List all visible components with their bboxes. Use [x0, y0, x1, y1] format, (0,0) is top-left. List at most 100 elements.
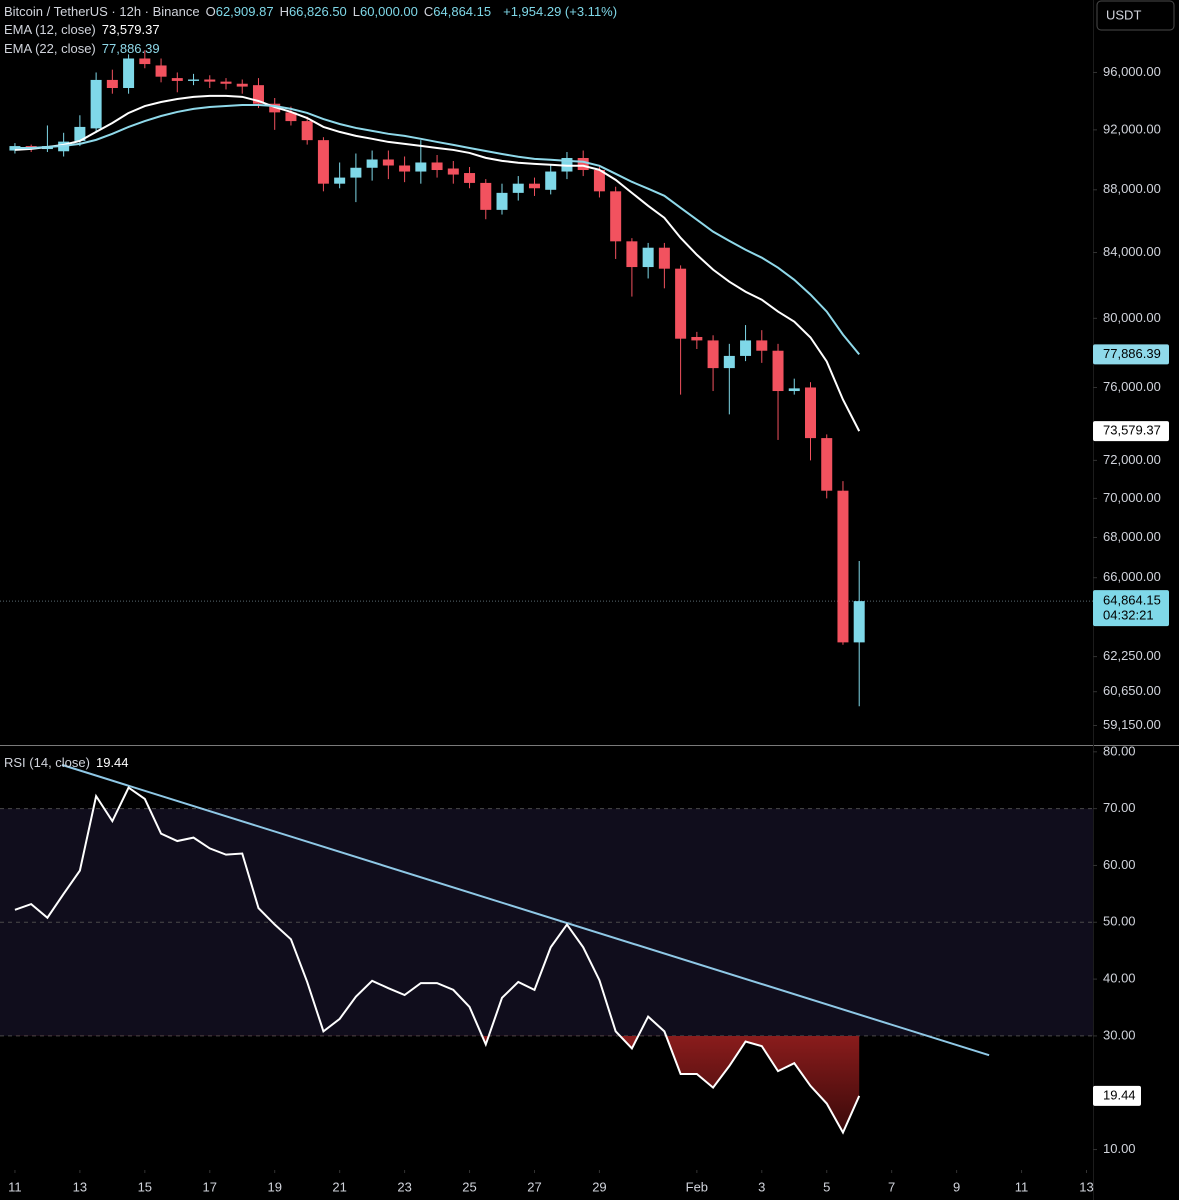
candle-body — [431, 162, 443, 171]
x-tick-label: 5 — [823, 1179, 830, 1194]
y-tick-label: 66,000.00 — [1103, 569, 1161, 584]
x-tick-label: 27 — [527, 1179, 541, 1194]
candle-body — [804, 387, 816, 439]
candle-body — [155, 65, 167, 77]
bg-layer: 96,000.00 92,000.00 88,000.00 84,000.00 80,0… — [0, 64, 1161, 1194]
oversold-fill — [14, 1035, 860, 1133]
currency-label: USDT — [1106, 7, 1141, 22]
candle-body — [447, 168, 459, 175]
ohlc-key: O — [205, 4, 216, 19]
y-tick-label: 92,000.00 — [1103, 121, 1161, 136]
x-tick-label: 13 — [1079, 1179, 1093, 1194]
candle-body — [204, 79, 216, 82]
x-tick-label: 19 — [267, 1179, 281, 1194]
marks-layer — [9, 50, 990, 1135]
x-tick-label: 29 — [592, 1179, 606, 1194]
candle-body — [853, 601, 865, 643]
candle-body — [756, 340, 768, 351]
trendline — [61, 763, 990, 1057]
candle-body — [285, 112, 297, 122]
ema-price-box — [1093, 421, 1169, 442]
candle-body — [496, 192, 508, 210]
legend-value: 77,886.39 — [101, 41, 160, 56]
legend-name: EMA (22, close) — [4, 41, 96, 56]
symbol-legend: Bitcoin / TetherUS · 12h · Binance O62,90… — [4, 3, 623, 21]
candle-body — [480, 182, 492, 210]
candle-body — [334, 177, 346, 184]
ohlc-key: L — [352, 4, 361, 19]
candle-body — [821, 438, 833, 491]
x-tick-label: 11 — [1015, 1179, 1029, 1194]
rsi-legend: RSI (14, close) 19.44 — [4, 754, 135, 772]
y-tick-label: 80.00 — [1103, 743, 1136, 758]
candle-body — [106, 79, 118, 89]
candle-body — [139, 58, 151, 65]
x-tick-label: 7 — [888, 1179, 895, 1194]
y-tick-label: 70,000.00 — [1103, 490, 1161, 505]
last-price-label: 64,864.15 — [1103, 593, 1161, 608]
candle-body — [772, 350, 784, 392]
x-tick-label: 25 — [462, 1179, 476, 1194]
y-tick-label: 80,000.00 — [1103, 310, 1161, 325]
x-tick-label: 11 — [8, 1179, 22, 1194]
candle-body — [301, 121, 313, 141]
x-tick-label: 21 — [332, 1179, 346, 1194]
y-tick-label: 84,000.00 — [1103, 244, 1161, 259]
ohlc-value: 60,000.00 — [360, 4, 418, 19]
x-tick-label: 3 — [758, 1179, 765, 1194]
ohlc-legend: O62,909.87 H66,826.50 L60,000.00 C64,864.15 — [206, 4, 498, 19]
y-tick-label: 60,650.00 — [1103, 683, 1161, 698]
x-tick-label: 17 — [203, 1179, 217, 1194]
candle-body — [399, 165, 411, 172]
candle-body — [642, 247, 654, 268]
candle-body — [610, 191, 622, 242]
y-tick-label: 68,000.00 — [1103, 529, 1161, 544]
candle-body — [723, 355, 735, 369]
candle-body — [90, 79, 102, 129]
y-tick-label: 60.00 — [1103, 857, 1136, 872]
ema-price-label: 73,579.37 — [1103, 423, 1161, 438]
currency-button[interactable] — [1096, 0, 1175, 31]
ohlc-key: C — [423, 4, 434, 19]
candle-body — [415, 162, 427, 172]
candle-body — [123, 58, 135, 89]
candle-body — [837, 490, 849, 643]
y-tick-label: 70.00 — [1103, 800, 1136, 815]
ohlc-value: 64,864.15 — [433, 4, 492, 19]
candle-body — [188, 79, 200, 81]
candle-body — [464, 173, 476, 183]
candle-body — [252, 85, 264, 104]
candle-body — [74, 126, 86, 141]
candle-body — [626, 241, 638, 268]
legend-value: 19.44 — [95, 755, 129, 770]
legend-name: RSI (14, close) — [4, 755, 90, 770]
y-tick-label: 62,250.00 — [1103, 648, 1161, 663]
candle-body — [675, 268, 687, 339]
x-tick-label: 9 — [953, 1179, 960, 1194]
change-label: +1,954.29 (+3.11%) — [503, 4, 618, 19]
candle-body — [545, 171, 557, 190]
candle-body — [788, 388, 800, 392]
ema-line — [14, 94, 861, 432]
x-tick-label: 15 — [138, 1179, 152, 1194]
candle-body — [707, 340, 719, 369]
candle-body — [658, 247, 670, 269]
candle-body — [740, 340, 752, 356]
y-tick-label: 30.00 — [1103, 1027, 1136, 1042]
y-tick-label: 59,150.00 — [1103, 717, 1161, 732]
rsi-value-label: 19.44 — [1103, 1087, 1136, 1102]
ema22-legend: EMA (22, close) 77,886.39 — [4, 40, 166, 58]
rsi-line — [14, 786, 861, 1135]
candle-body — [382, 159, 394, 166]
candle-body — [366, 159, 378, 168]
candle-body — [317, 140, 329, 184]
x-tick-label: 13 — [73, 1179, 87, 1194]
candle-body — [528, 183, 540, 189]
candle-body — [236, 83, 248, 87]
candle-body — [350, 167, 362, 178]
candle-body — [593, 170, 605, 192]
legend-name: EMA (12, close) — [4, 22, 96, 37]
